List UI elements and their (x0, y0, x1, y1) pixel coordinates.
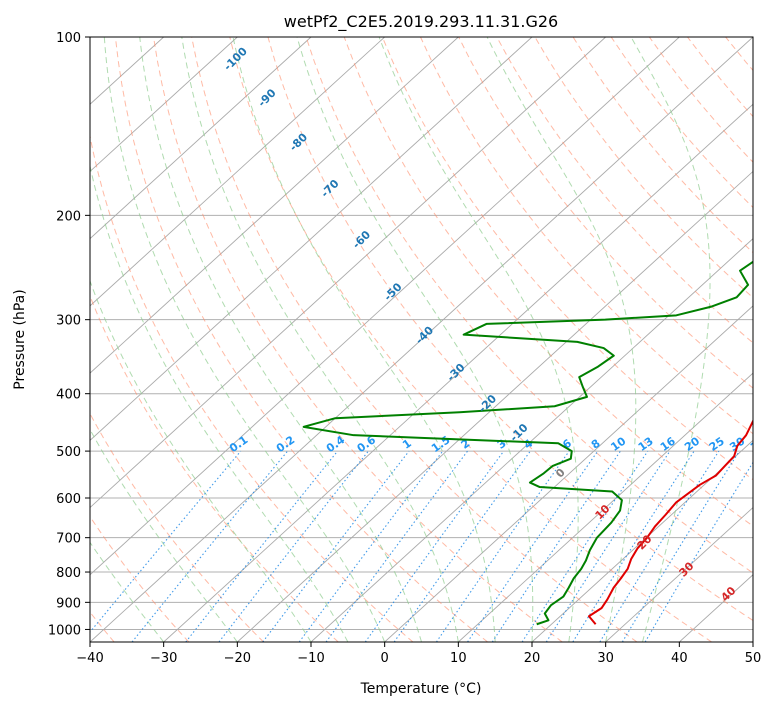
y-tick-label: 700 (56, 532, 81, 547)
x-tick-label: −30 (150, 651, 177, 666)
x-tick-label: 30 (597, 651, 614, 666)
x-tick-label: −20 (224, 651, 251, 666)
y-tick-label: 100 (56, 31, 81, 46)
chart-title: wetPf2_C2E5.2019.293.11.31.G26 (284, 12, 558, 32)
y-tick-label: 600 (56, 492, 81, 507)
y-tick-label: 300 (56, 314, 81, 329)
x-tick-label: 0 (381, 651, 389, 666)
x-tick-label: −40 (76, 651, 103, 666)
y-tick-label: 1000 (48, 623, 81, 638)
x-tick-label: 50 (745, 651, 762, 666)
x-tick-label: −10 (297, 651, 324, 666)
y-tick-label: 800 (56, 566, 81, 581)
y-tick-label: 900 (56, 596, 81, 611)
y-axis-label: Pressure (hPa) (12, 289, 28, 389)
x-tick-label: 40 (671, 651, 688, 666)
y-tick-label: 200 (56, 209, 81, 224)
x-tick-label: 20 (524, 651, 541, 666)
y-tick-label: 400 (56, 388, 81, 403)
y-tick-label: 500 (56, 445, 81, 460)
x-axis-label: Temperature (°C) (360, 681, 482, 697)
x-tick-label: 10 (450, 651, 467, 666)
